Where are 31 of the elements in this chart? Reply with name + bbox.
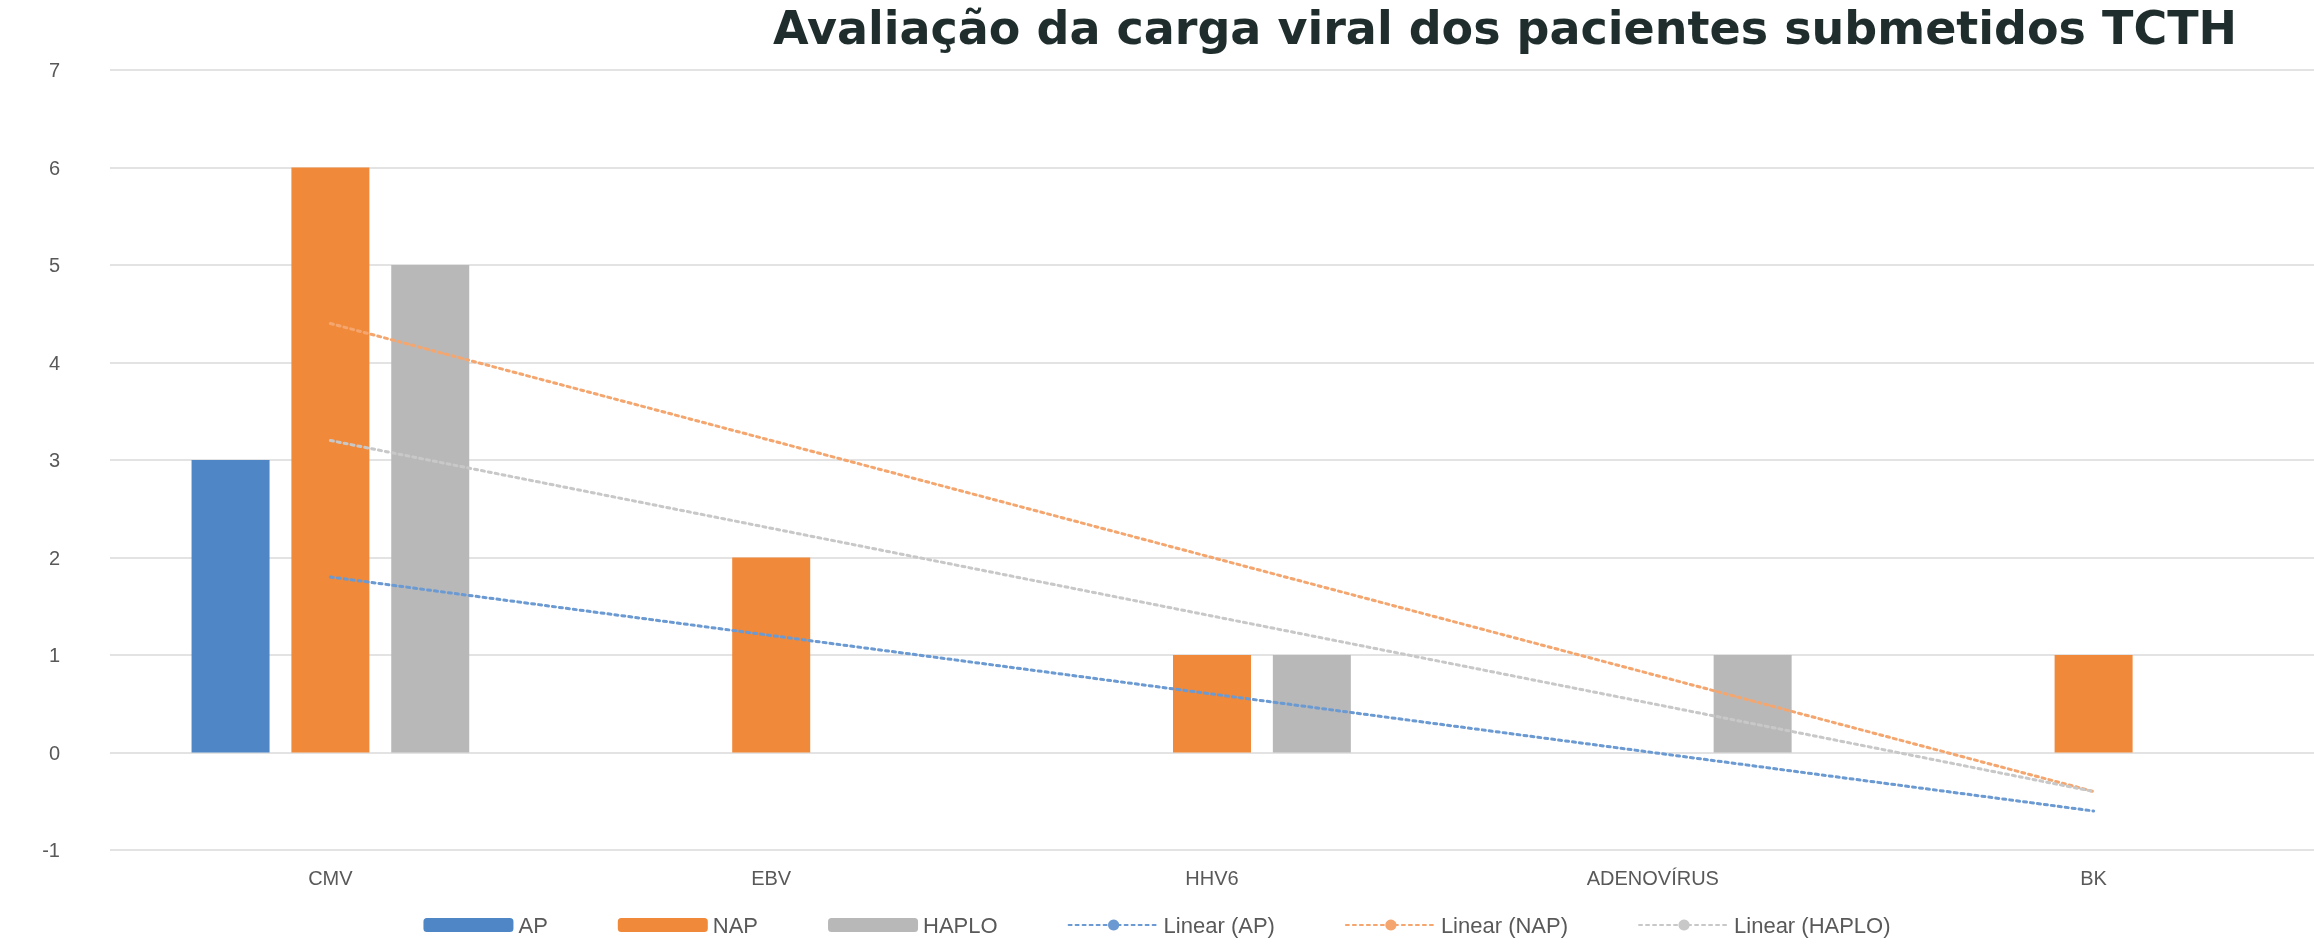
- y-tick-label: 7: [48, 59, 60, 81]
- bar: [1173, 655, 1251, 753]
- chart-title: Avaliação da carga viral dos pacientes submetidos TCTH: [772, 1, 2238, 55]
- legend-label: AP: [518, 912, 548, 938]
- legend-label: Linear (AP): [1163, 912, 1275, 938]
- bar: [191, 460, 270, 753]
- line-series: [328, 575, 2096, 813]
- bar: [291, 167, 370, 753]
- y-tick-label: -1: [42, 839, 60, 861]
- y-tick-label: 0: [48, 741, 60, 764]
- legend-label: Linear (NAP): [1440, 912, 1569, 938]
- y-tick-label: 5: [48, 254, 60, 276]
- x-tick-label: ADENOVÍRUS: [1586, 867, 1719, 889]
- y-tick-label: 2: [48, 546, 60, 569]
- bar: [391, 265, 470, 753]
- legend-label: NAP: [712, 912, 759, 938]
- legend-label: Linear (HAPLO): [1734, 912, 1891, 938]
- y-tick-label: 4: [48, 351, 60, 374]
- bar: [732, 557, 811, 753]
- bar: [2054, 655, 2133, 753]
- x-tick-label: BK: [2080, 867, 2108, 889]
- y-tick-label: 1: [48, 644, 60, 666]
- x-tick-label: HHV6: [1185, 867, 1239, 889]
- bar: [1272, 655, 1351, 753]
- legend-label: HAPLO: [923, 912, 998, 938]
- y-tick-label: 6: [48, 156, 60, 179]
- y-tick-label: 3: [48, 449, 60, 471]
- bar: [1713, 655, 1792, 753]
- x-tick-label: EBV: [751, 867, 792, 889]
- x-tick-label: CMV: [308, 867, 354, 889]
- line-series: [328, 322, 2096, 793]
